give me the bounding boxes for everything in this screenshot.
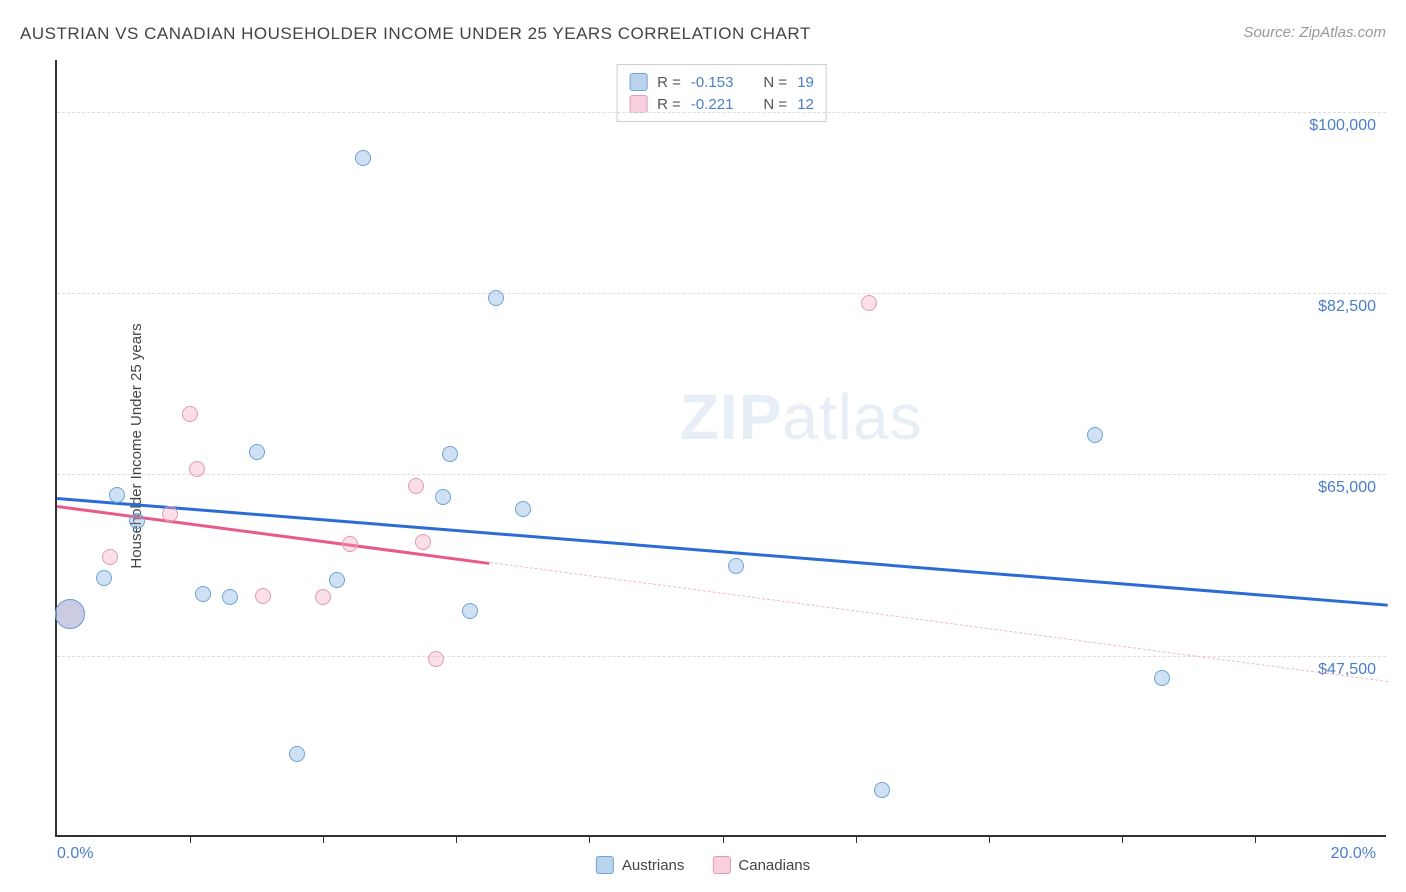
r-value-austrians: -0.153 (691, 74, 734, 91)
data-point-canadians (189, 461, 205, 477)
data-point-austrians (874, 782, 890, 798)
x-tick (723, 835, 724, 843)
data-point-austrians (289, 746, 305, 762)
legend-label-canadians: Canadians (738, 857, 810, 874)
legend-item-austrians: Austrians (596, 856, 685, 874)
data-point-austrians (329, 572, 345, 588)
data-point-canadians (408, 478, 424, 494)
r-label: R = (657, 96, 681, 113)
gridline (57, 656, 1386, 657)
n-value-austrians: 19 (797, 74, 814, 91)
data-point-canadians (315, 589, 331, 605)
source-label: Source: ZipAtlas.com (1243, 24, 1386, 41)
r-value-canadians: -0.221 (691, 96, 734, 113)
x-tick-label-max: 20.0% (1331, 845, 1376, 863)
n-label: N = (763, 96, 787, 113)
data-point-austrians (442, 446, 458, 462)
chart-title: AUSTRIAN VS CANADIAN HOUSEHOLDER INCOME … (20, 24, 811, 44)
data-point-austrians (515, 501, 531, 517)
legend-item-canadians: Canadians (712, 856, 810, 874)
chart-container: AUSTRIAN VS CANADIAN HOUSEHOLDER INCOME … (0, 0, 1406, 892)
series-legend: Austrians Canadians (596, 856, 810, 874)
data-point-austrians (728, 558, 744, 574)
trendline-canadians-extrapolated (489, 562, 1388, 682)
data-point-austrians (1087, 427, 1103, 443)
n-value-canadians: 12 (797, 96, 814, 113)
gridline (57, 112, 1386, 113)
data-point-austrians (488, 290, 504, 306)
stats-row-austrians: R = -0.153 N = 19 (629, 71, 814, 93)
data-point-canadians (415, 534, 431, 550)
gridline (57, 293, 1386, 294)
data-point-austrians (355, 150, 371, 166)
swatch-pink-icon (629, 95, 647, 113)
data-point-austrians (1154, 670, 1170, 686)
data-point-austrians (109, 487, 125, 503)
stats-legend-box: R = -0.153 N = 19 R = -0.221 N = 12 (616, 64, 827, 122)
data-point-canadians (861, 295, 877, 311)
data-point-austrians (55, 599, 85, 629)
data-point-austrians (435, 489, 451, 505)
data-point-canadians (102, 549, 118, 565)
data-point-austrians (96, 570, 112, 586)
gridline (57, 474, 1386, 475)
n-label: N = (763, 74, 787, 91)
data-point-canadians (342, 536, 358, 552)
x-tick (323, 835, 324, 843)
x-tick (989, 835, 990, 843)
x-tick (856, 835, 857, 843)
data-point-canadians (255, 588, 271, 604)
x-tick (1255, 835, 1256, 843)
x-tick (456, 835, 457, 843)
data-point-canadians (428, 651, 444, 667)
y-tick-label: $82,500 (1318, 298, 1376, 316)
data-point-canadians (162, 506, 178, 522)
data-point-austrians (195, 586, 211, 602)
data-point-canadians (182, 406, 198, 422)
data-point-austrians (222, 589, 238, 605)
x-tick (190, 835, 191, 843)
legend-label-austrians: Austrians (622, 857, 685, 874)
data-point-austrians (129, 513, 145, 529)
r-label: R = (657, 74, 681, 91)
data-point-austrians (249, 444, 265, 460)
swatch-blue-icon (629, 73, 647, 91)
y-tick-label: $65,000 (1318, 479, 1376, 497)
data-point-austrians (462, 603, 478, 619)
swatch-blue-icon (596, 856, 614, 874)
x-tick (1122, 835, 1123, 843)
x-tick-label-min: 0.0% (57, 845, 93, 863)
swatch-pink-icon (712, 856, 730, 874)
watermark: ZIPatlas (680, 380, 923, 454)
plot-area: R = -0.153 N = 19 R = -0.221 N = 12 ZIPa… (55, 60, 1386, 837)
x-tick (589, 835, 590, 843)
y-tick-label: $100,000 (1309, 117, 1376, 135)
